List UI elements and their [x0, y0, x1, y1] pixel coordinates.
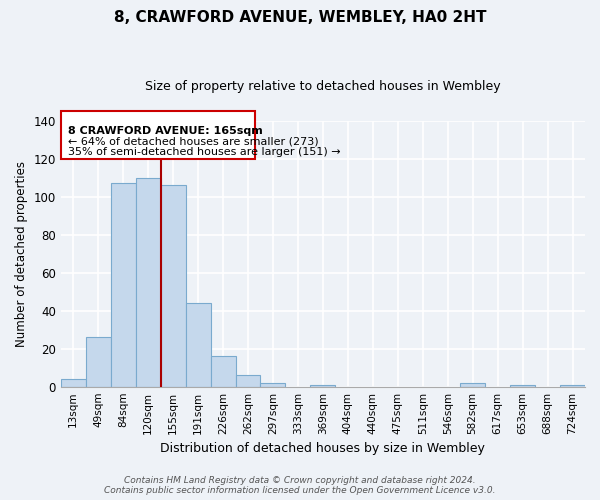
Bar: [310, 385, 335, 386]
Bar: [161, 185, 185, 386]
Text: Contains HM Land Registry data © Crown copyright and database right 2024.
Contai: Contains HM Land Registry data © Crown c…: [104, 476, 496, 495]
Bar: [510, 385, 535, 386]
Bar: [236, 376, 260, 386]
Bar: [460, 383, 485, 386]
Bar: [185, 303, 211, 386]
Bar: [61, 379, 86, 386]
Text: 8 CRAWFORD AVENUE: 165sqm: 8 CRAWFORD AVENUE: 165sqm: [68, 126, 263, 136]
Y-axis label: Number of detached properties: Number of detached properties: [15, 160, 28, 346]
Bar: [86, 338, 111, 386]
Text: 35% of semi-detached houses are larger (151) →: 35% of semi-detached houses are larger (…: [68, 147, 341, 157]
Bar: [136, 178, 161, 386]
Bar: [211, 356, 236, 386]
Bar: [560, 385, 585, 386]
Text: ← 64% of detached houses are smaller (273): ← 64% of detached houses are smaller (27…: [68, 136, 319, 146]
Bar: [111, 184, 136, 386]
Bar: [260, 383, 286, 386]
X-axis label: Distribution of detached houses by size in Wembley: Distribution of detached houses by size …: [160, 442, 485, 455]
Title: Size of property relative to detached houses in Wembley: Size of property relative to detached ho…: [145, 80, 501, 93]
Bar: [61, 111, 256, 158]
Text: 8, CRAWFORD AVENUE, WEMBLEY, HA0 2HT: 8, CRAWFORD AVENUE, WEMBLEY, HA0 2HT: [114, 10, 486, 25]
